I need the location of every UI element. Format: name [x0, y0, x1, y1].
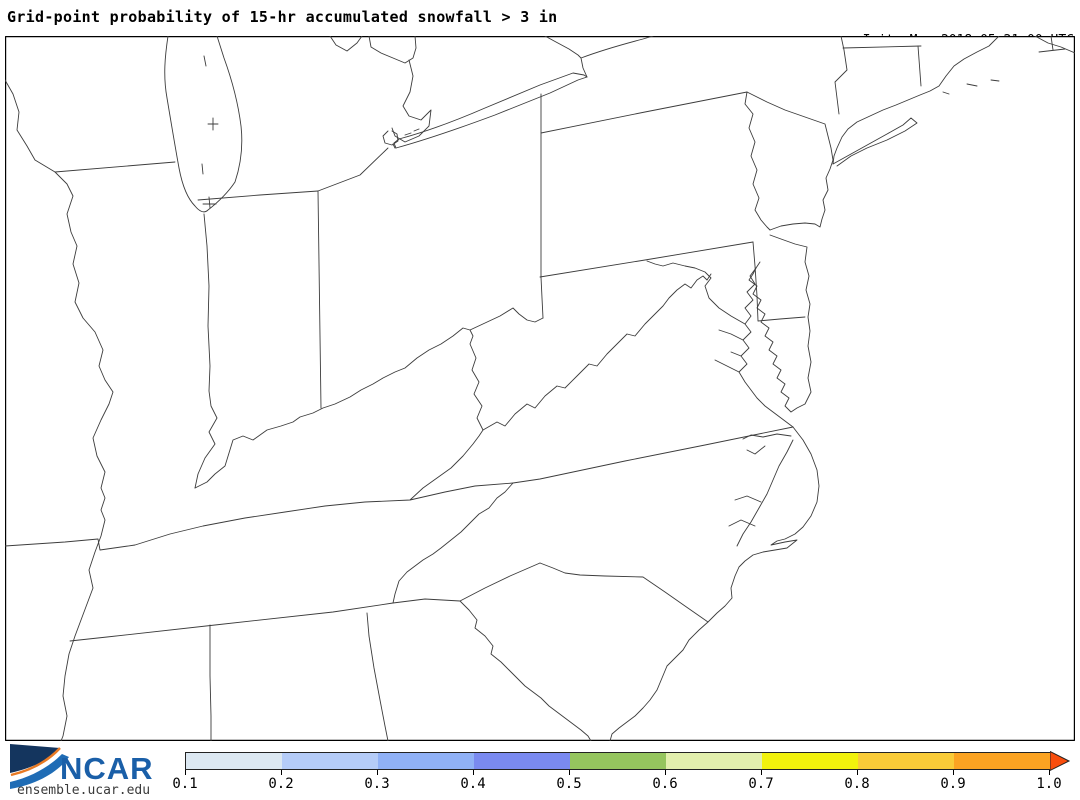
colorbar-segment [282, 753, 378, 769]
colorbar-tick [185, 770, 186, 775]
colorbar-tick [665, 770, 666, 775]
colorbar-segment [570, 753, 666, 769]
map-panel [5, 36, 1075, 741]
colorbar-tick-label: 0.2 [268, 776, 294, 792]
colorbar-tick [569, 770, 570, 775]
atlantic-coastline [609, 36, 1075, 741]
great-lakes-outline [164, 36, 654, 213]
footer: NCAR ensemble.ucar.edu 0.1 0.2 0.3 0.4 0.5 0.… [0, 741, 1080, 800]
colorbar-tick [1049, 770, 1050, 775]
page-title: Grid-point probability of 15-hr accumula… [7, 8, 558, 26]
colorbar: 0.1 0.2 0.3 0.4 0.5 0.6 0.7 0.8 0.9 1.0 [172, 750, 1080, 800]
colorbar-tick [377, 770, 378, 775]
colorbar-tick-label: 0.9 [940, 776, 966, 792]
ncar-wordmark: NCAR [60, 751, 154, 786]
colorbar-segment [666, 753, 762, 769]
colorbar-tick-label: 0.3 [364, 776, 390, 792]
colorbar-tick [953, 770, 954, 775]
map-svg [5, 36, 1075, 741]
map-border [5, 36, 1075, 741]
colorbar-tick-label: 0.6 [652, 776, 678, 792]
colorbar-tick [281, 770, 282, 775]
colorbar-tick-label: 0.7 [748, 776, 774, 792]
colorbar-segment [186, 753, 282, 769]
site-url: ensemble.ucar.edu [17, 783, 151, 798]
colorbar-tick-label: 0.5 [556, 776, 582, 792]
colorbar-arrow-tip [1050, 750, 1071, 772]
colorbar-segment [954, 753, 1050, 769]
colorbar-tick [473, 770, 474, 775]
colorbar-tick-label: 1.0 [1036, 776, 1062, 792]
colorbar-tick [761, 770, 762, 775]
colorbar-tick-label: 0.4 [460, 776, 486, 792]
state-boundaries-northeast [539, 36, 1066, 322]
colorbar-tick-label: 0.8 [844, 776, 870, 792]
colorbar-arrow-icon [1050, 750, 1071, 772]
colorbar-segment [378, 753, 474, 769]
colorbar-segments [185, 752, 1051, 770]
colorbar-segment [762, 753, 858, 769]
colorbar-segment [474, 753, 570, 769]
state-boundaries [5, 79, 794, 741]
colorbar-tick-label: 0.1 [172, 776, 198, 792]
ncar-logo-icon [10, 744, 69, 789]
colorbar-segment [858, 753, 954, 769]
colorbar-tick [857, 770, 858, 775]
